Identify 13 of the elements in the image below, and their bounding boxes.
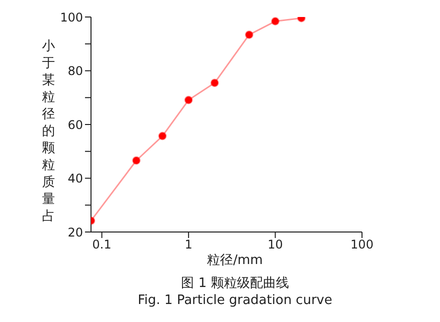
x-axis-title: 粒径/mm — [206, 252, 264, 269]
y-tick-label: 40 — [68, 172, 83, 186]
x-tick-label: 1 — [184, 238, 192, 252]
y-tick-label: 80 — [68, 64, 83, 78]
x-tick-label: 0.1 — [92, 238, 112, 252]
caption: 图 1 颗粒级配曲线 — [180, 275, 290, 292]
y-tick-label: 20 — [68, 225, 83, 240]
x-tick-label: 100 — [350, 238, 374, 252]
text: 小于某粒径的颗粒质量占 — [42, 39, 55, 224]
y-tick-label: 100 — [60, 10, 83, 24]
caption: Fig. 1 Particle gradation curve — [136, 293, 334, 308]
x-tick-label: 10 — [268, 238, 283, 252]
y-tick-label: 60 — [68, 118, 83, 132]
